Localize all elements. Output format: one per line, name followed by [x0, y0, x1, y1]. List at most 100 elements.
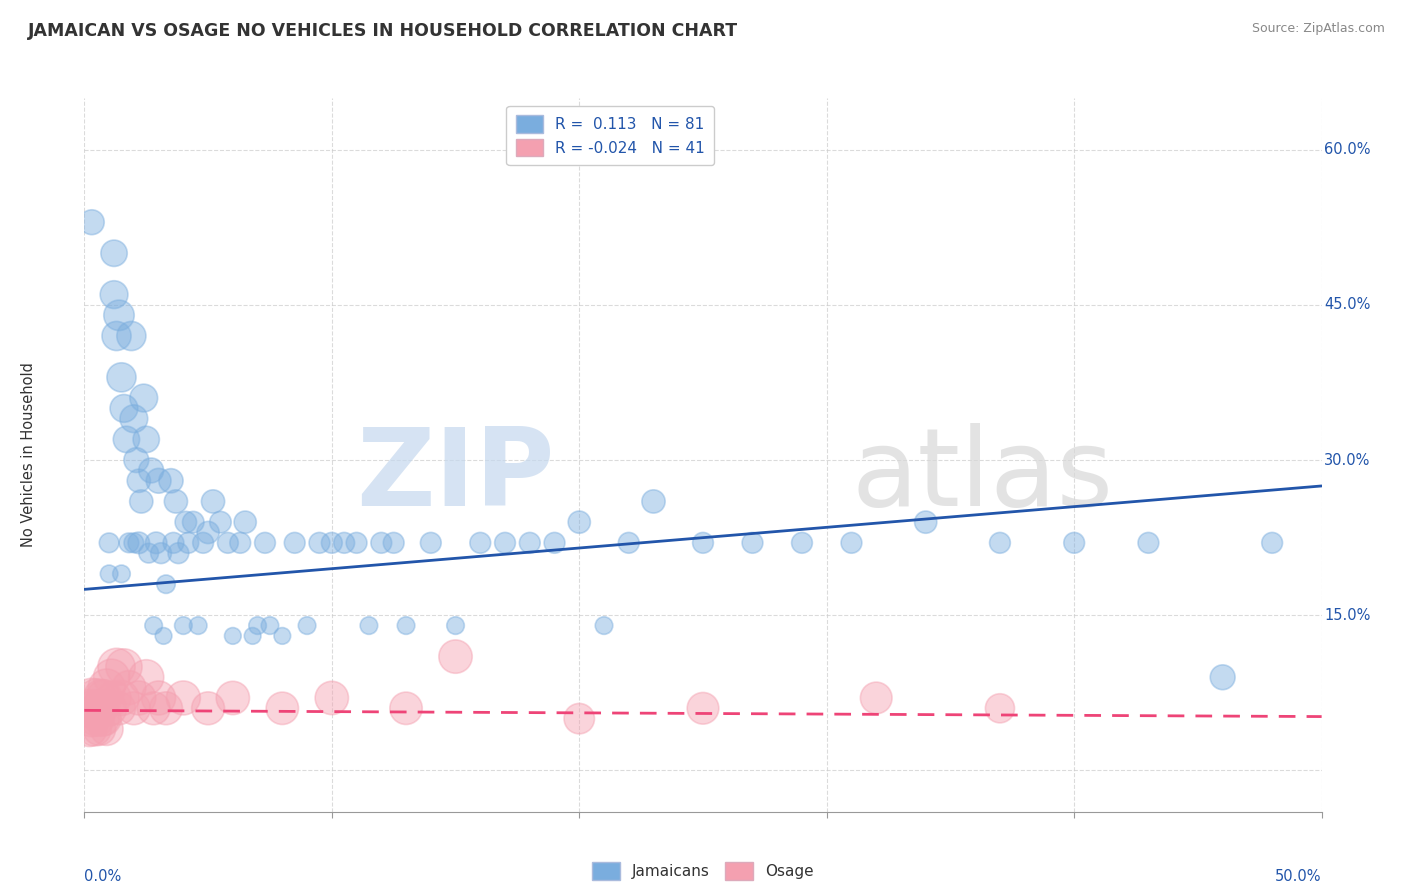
Point	[138, 546, 160, 560]
Point	[617, 536, 640, 550]
Point	[271, 629, 294, 643]
Text: No Vehicles in Household: No Vehicles in Household	[21, 362, 37, 548]
Point	[128, 536, 150, 550]
Point	[568, 515, 591, 529]
Point	[155, 701, 177, 715]
Point	[150, 546, 173, 560]
Point	[568, 712, 591, 726]
Point	[593, 618, 616, 632]
Point	[122, 411, 145, 425]
Point	[174, 515, 197, 529]
Text: Source: ZipAtlas.com: Source: ZipAtlas.com	[1251, 22, 1385, 36]
Point	[110, 370, 132, 384]
Point	[395, 701, 418, 715]
Point	[222, 629, 245, 643]
Point	[108, 701, 131, 715]
Point	[103, 690, 125, 705]
Point	[284, 536, 307, 550]
Point	[100, 670, 122, 684]
Point	[271, 701, 294, 715]
Point	[86, 712, 108, 726]
Point	[148, 690, 170, 705]
Point	[543, 536, 565, 550]
Point	[321, 690, 343, 705]
Point	[692, 536, 714, 550]
Point	[1212, 670, 1234, 684]
Point	[142, 701, 165, 715]
Point	[197, 701, 219, 715]
Point	[96, 722, 118, 736]
Point	[470, 536, 492, 550]
Point	[105, 329, 128, 343]
Point	[988, 536, 1011, 550]
Point	[357, 618, 380, 632]
Point	[333, 536, 356, 550]
Point	[1261, 536, 1284, 550]
Point	[132, 391, 155, 405]
Point	[988, 701, 1011, 715]
Text: JAMAICAN VS OSAGE NO VEHICLES IN HOUSEHOLD CORRELATION CHART: JAMAICAN VS OSAGE NO VEHICLES IN HOUSEHO…	[28, 22, 738, 40]
Point	[93, 712, 115, 726]
Point	[229, 536, 252, 550]
Point	[115, 433, 138, 447]
Point	[152, 629, 174, 643]
Point	[145, 536, 167, 550]
Point	[914, 515, 936, 529]
Point	[222, 690, 245, 705]
Point	[148, 474, 170, 488]
Point	[142, 618, 165, 632]
Point	[135, 433, 157, 447]
Point	[86, 690, 108, 705]
Point	[382, 536, 405, 550]
Text: 15.0%: 15.0%	[1324, 607, 1371, 623]
Point	[122, 536, 145, 550]
Point	[370, 536, 392, 550]
Text: 0.0%: 0.0%	[84, 869, 121, 884]
Point	[118, 536, 141, 550]
Point	[259, 618, 281, 632]
Text: 60.0%: 60.0%	[1324, 143, 1371, 157]
Point	[108, 308, 131, 322]
Point	[141, 463, 163, 477]
Point	[217, 536, 239, 550]
Point	[519, 536, 541, 550]
Point	[865, 690, 887, 705]
Point	[125, 453, 148, 467]
Point	[118, 681, 141, 695]
Point	[246, 618, 269, 632]
Point	[191, 536, 214, 550]
Point	[110, 690, 132, 705]
Point	[103, 287, 125, 301]
Point	[177, 536, 200, 550]
Point	[105, 660, 128, 674]
Point	[96, 681, 118, 695]
Legend: Jamaicans, Osage: Jamaicans, Osage	[586, 856, 820, 886]
Point	[197, 525, 219, 540]
Point	[80, 712, 103, 726]
Point	[295, 618, 318, 632]
Point	[80, 690, 103, 705]
Point	[160, 474, 183, 488]
Point	[1137, 536, 1160, 550]
Point	[155, 577, 177, 591]
Point	[395, 618, 418, 632]
Point	[346, 536, 368, 550]
Point	[202, 494, 225, 508]
Point	[233, 515, 256, 529]
Text: ZIP: ZIP	[356, 424, 554, 529]
Point	[76, 701, 98, 715]
Point	[135, 670, 157, 684]
Point	[444, 649, 467, 664]
Point	[103, 246, 125, 260]
Point	[89, 701, 111, 715]
Point	[841, 536, 863, 550]
Point	[444, 618, 467, 632]
Point	[112, 660, 135, 674]
Point	[1063, 536, 1085, 550]
Text: atlas: atlas	[852, 424, 1114, 529]
Text: 30.0%: 30.0%	[1324, 452, 1371, 467]
Text: 50.0%: 50.0%	[1275, 869, 1322, 884]
Point	[110, 566, 132, 581]
Text: 45.0%: 45.0%	[1324, 297, 1371, 312]
Point	[692, 701, 714, 715]
